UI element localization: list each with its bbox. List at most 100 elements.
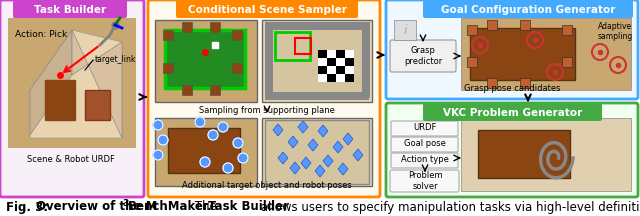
Circle shape xyxy=(153,120,163,130)
Text: Problem
solver: Problem solver xyxy=(408,171,442,191)
FancyBboxPatch shape xyxy=(390,40,456,72)
Polygon shape xyxy=(30,30,72,135)
Polygon shape xyxy=(343,133,353,145)
Circle shape xyxy=(158,135,168,145)
FancyBboxPatch shape xyxy=(265,120,369,184)
Polygon shape xyxy=(353,149,363,161)
FancyBboxPatch shape xyxy=(386,103,638,197)
Text: VKC Problem Generator: VKC Problem Generator xyxy=(444,108,582,118)
FancyBboxPatch shape xyxy=(318,74,327,82)
Text: Grasp pose candidates: Grasp pose candidates xyxy=(464,84,560,93)
FancyBboxPatch shape xyxy=(345,66,354,74)
FancyBboxPatch shape xyxy=(470,28,575,80)
Text: Sampling from supporting plane: Sampling from supporting plane xyxy=(199,106,335,115)
Polygon shape xyxy=(333,141,343,153)
Polygon shape xyxy=(315,165,325,177)
Text: allows users to specify manipulation tasks via high-level definitions using: allows users to specify manipulation tas… xyxy=(257,200,640,213)
Circle shape xyxy=(195,117,205,127)
Text: Scene & Robot URDF: Scene & Robot URDF xyxy=(27,155,115,164)
Circle shape xyxy=(208,130,218,140)
FancyBboxPatch shape xyxy=(262,20,372,102)
Circle shape xyxy=(223,163,233,173)
FancyBboxPatch shape xyxy=(168,128,240,173)
FancyBboxPatch shape xyxy=(327,50,336,58)
Polygon shape xyxy=(301,157,311,169)
FancyBboxPatch shape xyxy=(336,74,345,82)
FancyBboxPatch shape xyxy=(336,58,345,66)
FancyBboxPatch shape xyxy=(327,66,336,74)
Polygon shape xyxy=(273,124,283,136)
Text: URDF: URDF xyxy=(413,124,436,132)
Text: Grasp
predictor: Grasp predictor xyxy=(404,46,442,66)
FancyBboxPatch shape xyxy=(362,22,370,98)
FancyBboxPatch shape xyxy=(386,0,638,99)
Text: Adaptive
sampling: Adaptive sampling xyxy=(597,22,632,41)
FancyBboxPatch shape xyxy=(327,74,336,82)
FancyBboxPatch shape xyxy=(423,103,602,121)
Text: Conditional Scene Sampler: Conditional Scene Sampler xyxy=(188,5,346,15)
Polygon shape xyxy=(278,152,288,164)
Text: Fig. 3:: Fig. 3: xyxy=(6,200,52,213)
FancyBboxPatch shape xyxy=(467,25,477,35)
FancyBboxPatch shape xyxy=(155,20,257,102)
FancyBboxPatch shape xyxy=(345,74,354,82)
FancyBboxPatch shape xyxy=(423,0,633,18)
Text: Task Builder: Task Builder xyxy=(208,200,289,213)
FancyBboxPatch shape xyxy=(210,85,220,95)
FancyBboxPatch shape xyxy=(13,0,127,18)
FancyBboxPatch shape xyxy=(262,118,372,186)
FancyBboxPatch shape xyxy=(487,78,497,88)
Text: Action: Pick: Action: Pick xyxy=(15,30,67,39)
FancyBboxPatch shape xyxy=(318,58,327,66)
FancyBboxPatch shape xyxy=(0,0,144,197)
FancyBboxPatch shape xyxy=(520,20,530,30)
FancyBboxPatch shape xyxy=(8,18,136,148)
FancyBboxPatch shape xyxy=(265,22,273,98)
Circle shape xyxy=(233,138,243,148)
FancyBboxPatch shape xyxy=(467,57,477,67)
Polygon shape xyxy=(288,136,298,148)
FancyBboxPatch shape xyxy=(163,63,173,73)
FancyBboxPatch shape xyxy=(163,30,173,40)
Circle shape xyxy=(200,157,210,167)
FancyBboxPatch shape xyxy=(148,0,380,197)
FancyBboxPatch shape xyxy=(345,50,354,58)
Polygon shape xyxy=(290,162,300,174)
FancyBboxPatch shape xyxy=(155,118,257,186)
Polygon shape xyxy=(318,125,328,137)
FancyBboxPatch shape xyxy=(318,66,327,74)
FancyBboxPatch shape xyxy=(232,30,242,40)
FancyBboxPatch shape xyxy=(265,22,369,30)
FancyBboxPatch shape xyxy=(45,80,75,120)
FancyBboxPatch shape xyxy=(182,85,192,95)
FancyBboxPatch shape xyxy=(394,20,416,40)
FancyBboxPatch shape xyxy=(182,22,192,32)
FancyBboxPatch shape xyxy=(391,121,458,136)
FancyBboxPatch shape xyxy=(85,90,110,120)
FancyBboxPatch shape xyxy=(391,137,458,152)
Circle shape xyxy=(238,153,248,163)
Text: i: i xyxy=(403,24,407,37)
FancyBboxPatch shape xyxy=(318,50,327,58)
Text: Action type: Action type xyxy=(401,156,449,165)
FancyBboxPatch shape xyxy=(520,78,530,88)
Text: Goal pose: Goal pose xyxy=(404,140,446,149)
FancyBboxPatch shape xyxy=(391,153,458,168)
FancyBboxPatch shape xyxy=(390,170,459,192)
FancyBboxPatch shape xyxy=(478,130,570,178)
FancyBboxPatch shape xyxy=(562,57,572,67)
Polygon shape xyxy=(338,163,348,175)
FancyBboxPatch shape xyxy=(265,92,369,100)
FancyBboxPatch shape xyxy=(336,50,345,58)
Polygon shape xyxy=(323,155,333,167)
FancyBboxPatch shape xyxy=(327,58,336,66)
FancyBboxPatch shape xyxy=(232,63,242,73)
Text: The: The xyxy=(191,200,221,213)
FancyBboxPatch shape xyxy=(165,30,245,88)
Text: BenchMaker.: BenchMaker. xyxy=(128,200,212,213)
Text: Goal Configuration Generator: Goal Configuration Generator xyxy=(441,5,615,15)
Polygon shape xyxy=(30,30,122,138)
FancyBboxPatch shape xyxy=(461,18,631,90)
FancyBboxPatch shape xyxy=(345,58,354,66)
Text: Overview of the M: Overview of the M xyxy=(36,200,157,213)
